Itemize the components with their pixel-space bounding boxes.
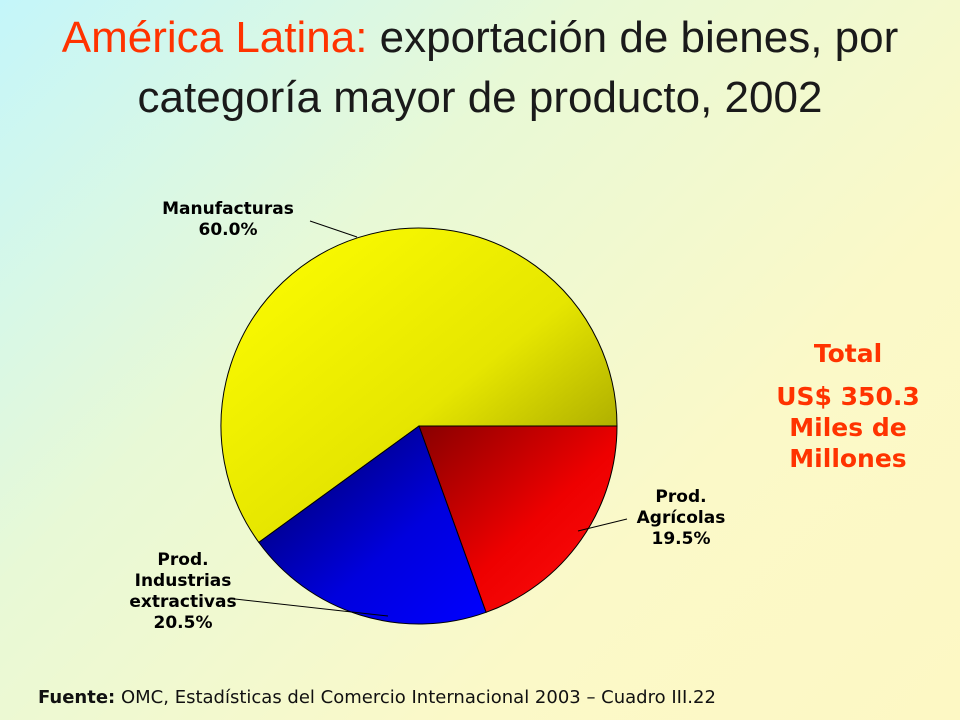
leader-line (309, 220, 358, 238)
source-text: OMC, Estadísticas del Comercio Internaci… (120, 687, 716, 708)
total-heading: Total (813, 339, 883, 368)
total-amount: US$ 350.3 (776, 382, 920, 411)
slice-extractivas (258, 425, 487, 625)
slice-labels: Manufacturas60.0%Prod.Agrícolas19.5%Prod… (129, 199, 725, 633)
leader-line (234, 598, 389, 617)
pie-slices (220, 227, 618, 625)
total-unit-line1: Miles de (789, 413, 907, 442)
slice-category-label: Manufacturas (162, 199, 294, 219)
chart-title-region: América Latina: (61, 13, 368, 62)
slice-value-label: 20.5% (154, 613, 213, 633)
slice-category-label: Agrícolas (637, 508, 726, 528)
source-label: Fuente: (38, 687, 116, 708)
slice-category-label: extractivas (129, 592, 236, 612)
slice-value-label: 60.0% (199, 220, 258, 240)
slice-agricolas (418, 425, 618, 613)
total-unit-line2: Millones (789, 444, 907, 473)
slice-category-label: Prod. (157, 550, 208, 570)
slice-value-label: 19.5% (652, 529, 711, 549)
leader-line (577, 518, 628, 532)
slice-manufacturas (220, 227, 618, 544)
source-note: Fuente: OMC, Estadísticas del Comercio I… (38, 687, 716, 708)
chart-title: América Latina: exportación de bienes, p… (60, 8, 900, 128)
slice-category-label: Prod. (655, 487, 706, 507)
slice-category-label: Industrias (135, 571, 232, 591)
chart-title-text: exportación de bienes, por categoría may… (137, 13, 899, 122)
total-box: Total US$ 350.3 Miles de Millones (748, 338, 948, 474)
leader-lines (234, 220, 628, 617)
